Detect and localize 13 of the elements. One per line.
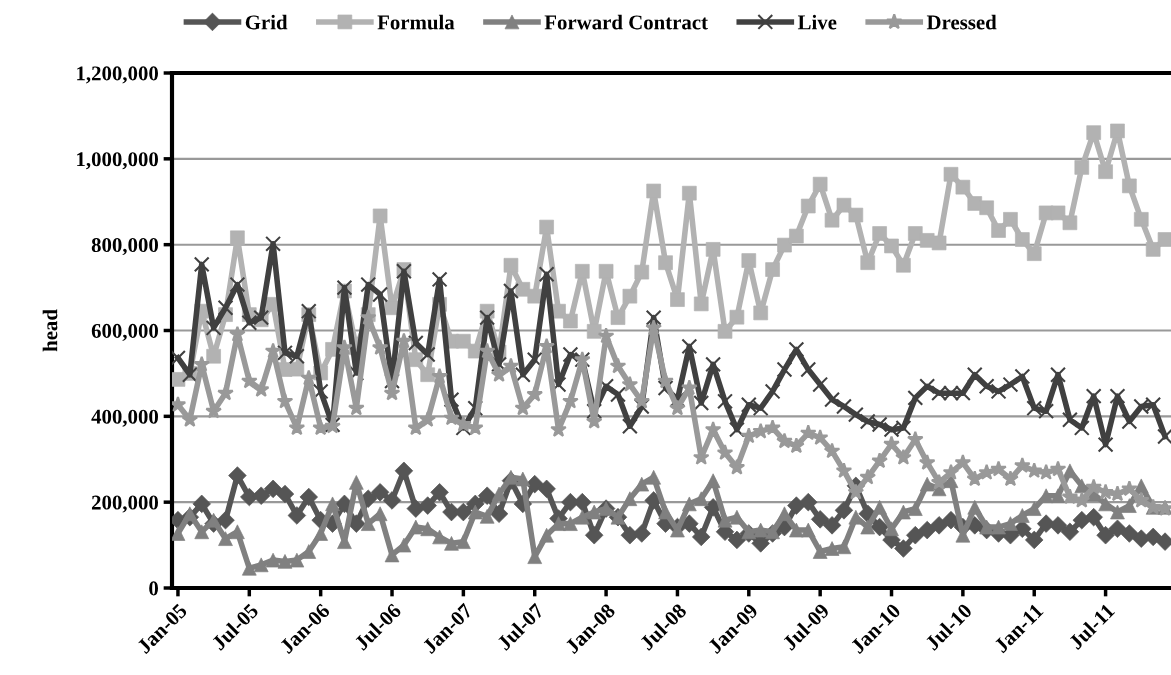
y-tick-label: 400,000 bbox=[91, 409, 159, 427]
legend-label: Dressed bbox=[926, 14, 997, 30]
legend-label: Grid bbox=[245, 14, 288, 30]
y-tick-label: 1,000,000 bbox=[77, 152, 159, 170]
legend-label: Live bbox=[797, 14, 837, 30]
y-tick-label: 200,000 bbox=[91, 495, 159, 513]
y-tick-label: 800,000 bbox=[91, 238, 159, 256]
legend-label: Forward Contract bbox=[544, 14, 708, 30]
legend-label: Formula bbox=[377, 14, 455, 30]
y-axis-title: head bbox=[42, 309, 58, 352]
y-tick-label: 1,200,000 bbox=[77, 66, 159, 84]
y-tick-label: 600,000 bbox=[91, 323, 159, 341]
y-tick-label: 0 bbox=[149, 581, 159, 596]
